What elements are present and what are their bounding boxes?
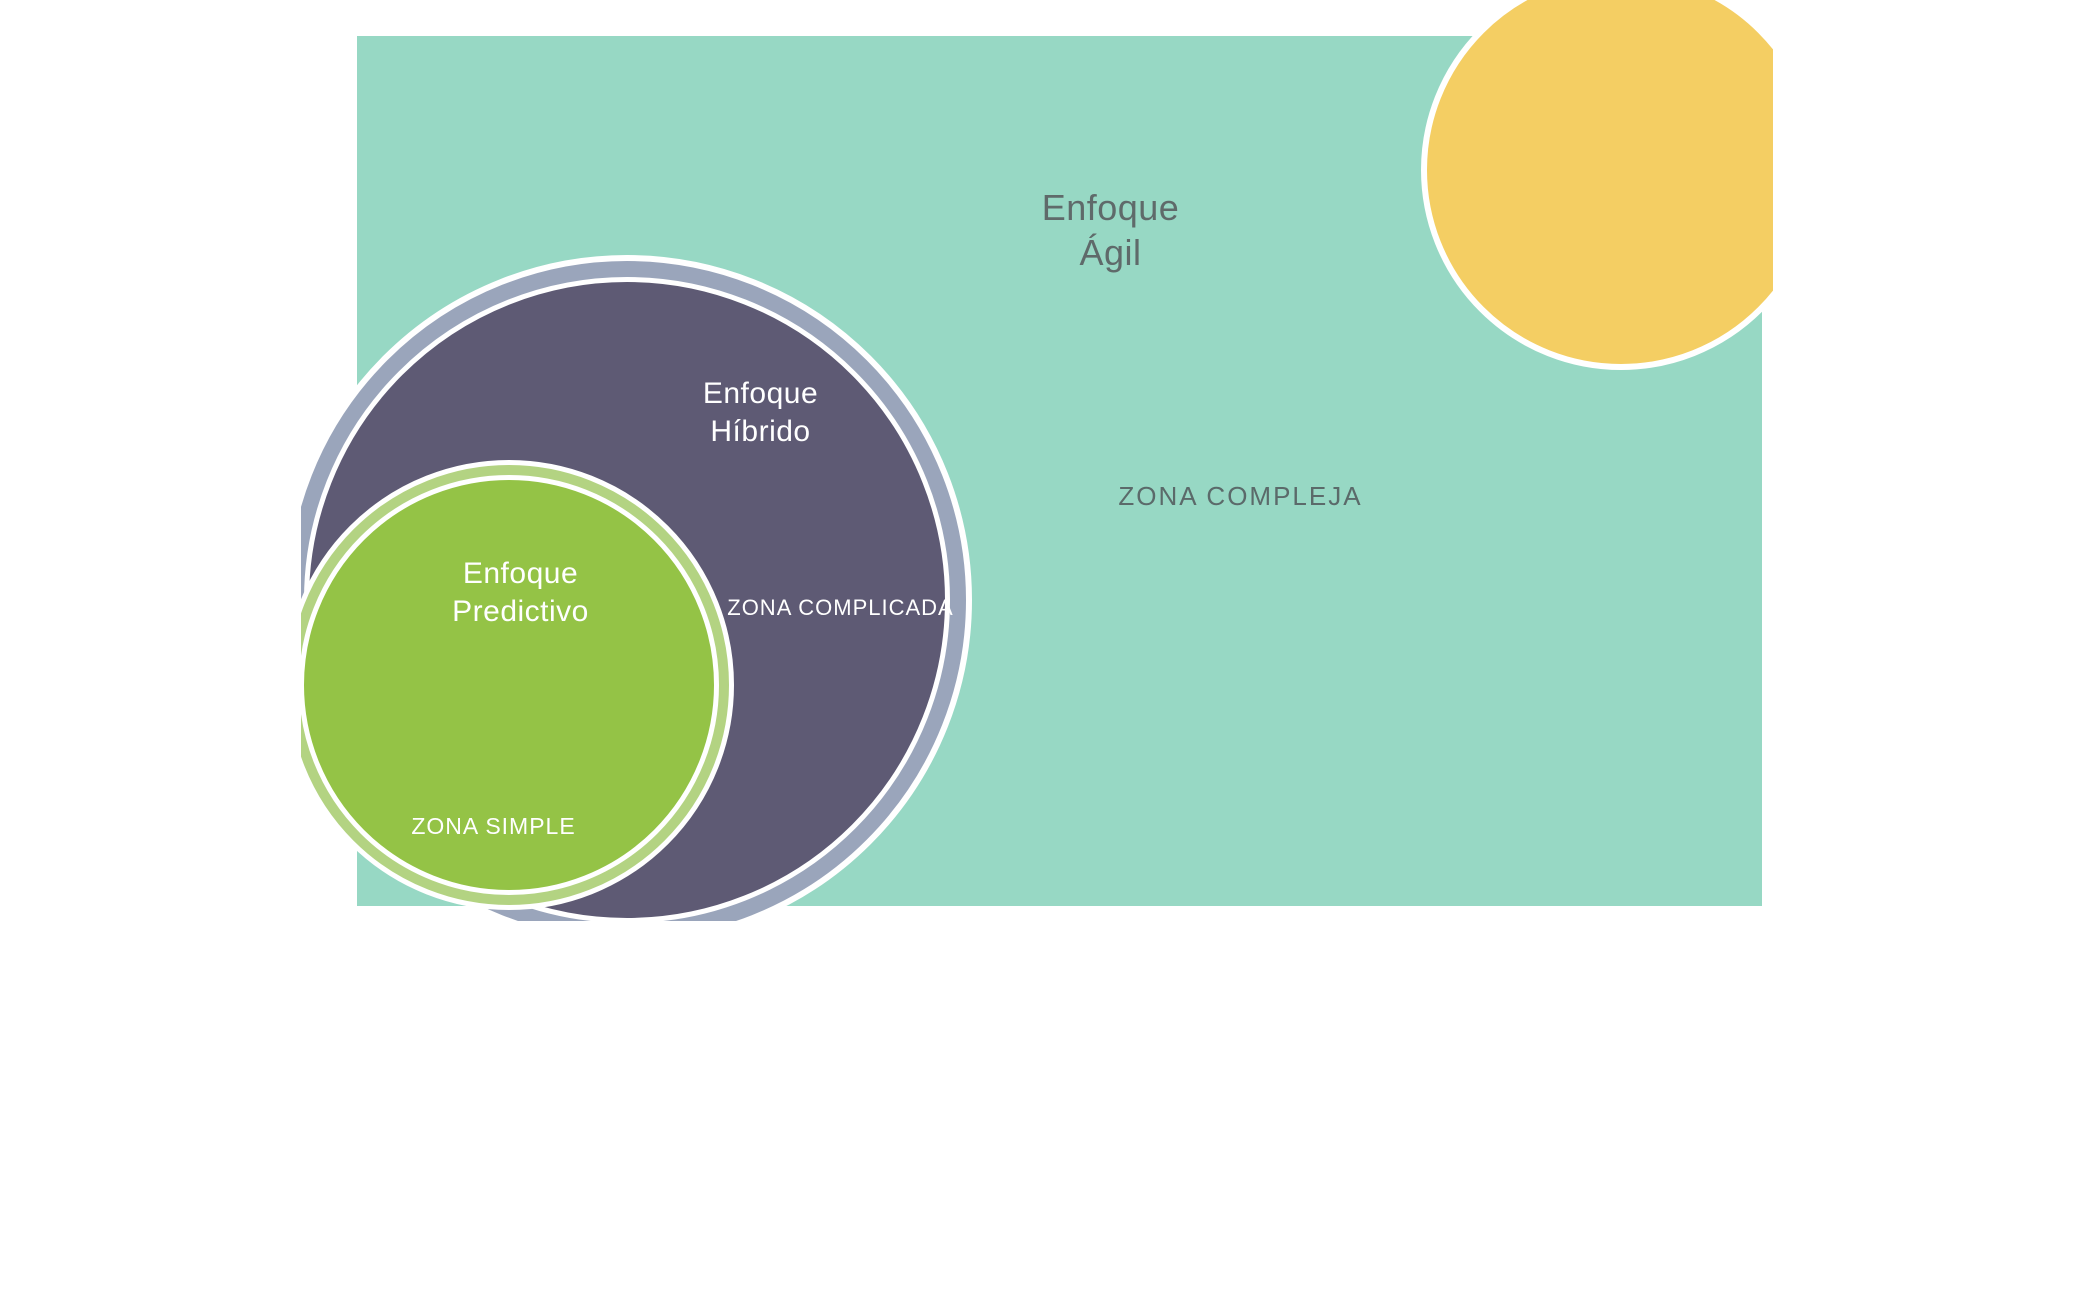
diagram-canvas: Enfoque Ágil ZONA COMPLEJA Enfoque Híbri… <box>301 0 1773 921</box>
label-zona-simple: ZONA SIMPLE <box>379 812 609 841</box>
label-enfoque-predictivo: Enfoque Predictivo <box>411 555 631 630</box>
label-zona-complicada: ZONA COMPLICADA <box>711 594 971 622</box>
label-zona-compleja: ZONA COMPLEJA <box>1071 480 1411 513</box>
label-enfoque-agil: Enfoque Ágil <box>961 185 1261 275</box>
label-enfoque-hibrido: Enfoque Híbrido <box>651 375 871 450</box>
